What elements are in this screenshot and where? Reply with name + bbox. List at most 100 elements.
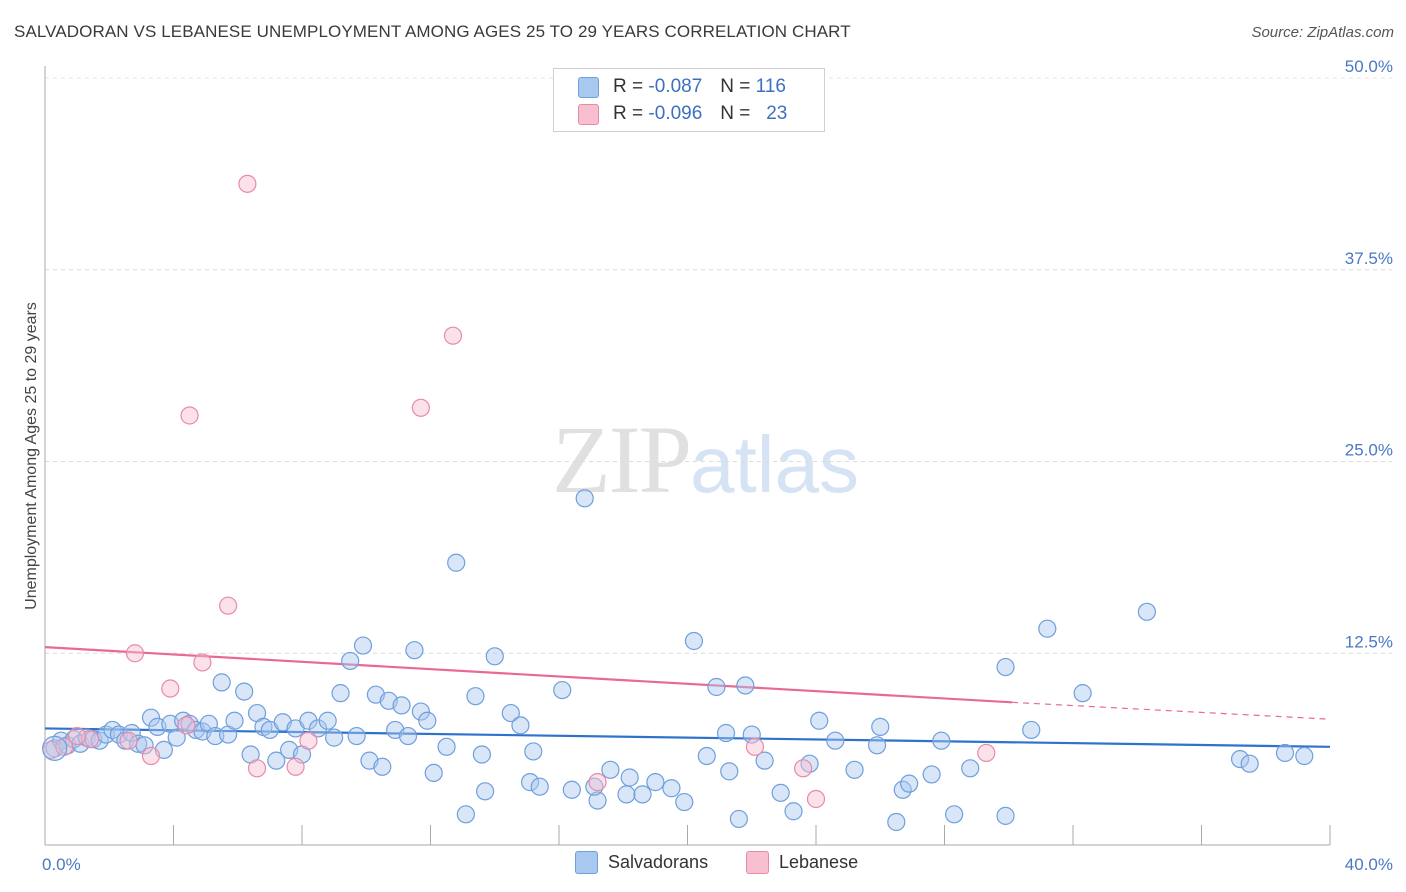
data-point-salvadorans (755, 751, 774, 770)
data-point-salvadorans (771, 783, 790, 802)
data-point-salvadorans (620, 768, 639, 787)
data-point-salvadorans (1275, 743, 1295, 763)
legend-swatch-lebanese (578, 103, 599, 125)
data-point-salvadorans (325, 728, 344, 747)
data-point-salvadorans (501, 703, 520, 723)
legend-swatch-salvadorans (578, 76, 599, 98)
data-point-salvadorans (617, 785, 636, 804)
data-point-salvadorans (1295, 746, 1314, 766)
data-point-salvadorans (961, 759, 980, 778)
legend-row-lebanese: R = -0.096 N = 23 (578, 101, 787, 127)
data-point-salvadorans (424, 763, 443, 783)
legend-r-value: -0.087 (648, 76, 703, 97)
data-point-salvadorans (472, 745, 491, 764)
data-point-salvadorans (553, 680, 572, 700)
data-point-salvadorans (524, 742, 543, 761)
data-point-lebanese (68, 726, 87, 746)
data-point-salvadorans (800, 754, 819, 773)
data-point-salvadorans (662, 779, 681, 798)
data-point-salvadorans (1038, 619, 1057, 638)
data-point-salvadorans (212, 673, 231, 692)
data-point-salvadorans (418, 711, 437, 730)
data-point-salvadorans (575, 489, 594, 508)
data-point-salvadorans (485, 647, 504, 666)
data-point-lebanese (806, 789, 826, 809)
series-swatch-lebanese (746, 851, 769, 874)
data-point-salvadorans (353, 636, 373, 655)
data-point-lebanese (794, 759, 813, 778)
data-point-salvadorans (810, 711, 829, 730)
data-point-lebanese (119, 731, 138, 750)
data-point-salvadorans (932, 731, 951, 750)
legend-r-label: R = (613, 76, 644, 97)
data-point-salvadorans (867, 736, 887, 755)
data-point-salvadorans (720, 762, 739, 781)
series-legend-salvadorans[interactable]: Salvadorans (575, 851, 708, 874)
data-point-salvadorans (945, 805, 964, 824)
data-point-lebanese (588, 773, 607, 792)
y-axis-label: Unemployment Among Ages 25 to 29 years (23, 302, 40, 610)
y-tick-label: 50.0% (1345, 57, 1393, 76)
legend-n-value: 116 (755, 76, 786, 97)
data-point-lebanese (299, 731, 318, 750)
data-point-salvadorans (308, 719, 328, 738)
correlation-legend: R = -0.087 N = 116 R = -0.096 N = 23 (553, 68, 825, 132)
data-point-salvadorans (716, 723, 736, 743)
data-point-salvadorans (845, 760, 864, 779)
data-point-lebanese (443, 326, 463, 345)
data-point-salvadorans (530, 777, 549, 796)
grid-lines (45, 77, 1392, 654)
data-points (42, 174, 1314, 832)
data-point-salvadorans (392, 696, 411, 715)
data-point-salvadorans (684, 631, 704, 651)
data-point-salvadorans (437, 737, 456, 756)
data-point-salvadorans (707, 677, 726, 697)
x-tick-label: 40.0% (1345, 855, 1393, 874)
series-legend-lebanese[interactable]: Lebanese (746, 851, 858, 874)
data-point-salvadorans (1230, 749, 1250, 769)
data-point-lebanese (219, 596, 238, 615)
trend-line-lebanese (44, 646, 1013, 704)
trend-line-salvadorans (44, 727, 1331, 748)
legend-n-label: N = (720, 103, 751, 124)
data-point-salvadorans (411, 702, 430, 721)
data-point-lebanese (286, 757, 305, 776)
data-point-salvadorans (1240, 754, 1259, 773)
data-point-lebanese (247, 759, 267, 778)
data-point-salvadorans (887, 812, 906, 832)
data-point-salvadorans (476, 782, 495, 801)
series-legend: Salvadorans Lebanese (0, 851, 1406, 877)
watermark-atlas: atlas (690, 420, 859, 509)
data-point-salvadorans (922, 765, 941, 784)
data-point-salvadorans (235, 682, 254, 701)
data-point-salvadorans (42, 735, 68, 761)
x-tick-label: 0.0% (42, 855, 81, 874)
data-point-salvadorans (466, 687, 485, 706)
trend-lines (44, 646, 1331, 748)
data-point-salvadorans (341, 651, 360, 671)
trend-line-lebanese-extension (1011, 701, 1331, 720)
data-point-salvadorans (167, 728, 186, 747)
series-label-salvadorans: Salvadorans (608, 852, 709, 872)
watermark: ZIPatlas (552, 404, 859, 515)
axes (44, 66, 1331, 846)
data-point-salvadorans (1137, 602, 1156, 621)
data-point-salvadorans (675, 792, 694, 812)
tick-labels: 12.5% 25.0% 37.5% 50.0% 0.0% 40.0% (42, 57, 1393, 874)
data-point-salvadorans (729, 809, 749, 829)
data-point-salvadorans (405, 641, 424, 660)
y-tick-label: 37.5% (1345, 249, 1393, 268)
data-point-lebanese (177, 716, 196, 735)
data-point-salvadorans (347, 726, 366, 746)
data-point-salvadorans (900, 774, 919, 793)
series-swatch-salvadorans (575, 851, 598, 874)
data-point-salvadorans (562, 780, 581, 799)
data-point-salvadorans (318, 711, 337, 730)
data-point-salvadorans (511, 716, 530, 735)
data-point-lebanese (238, 174, 257, 193)
data-point-salvadorans (456, 805, 475, 824)
data-point-lebanese (161, 679, 180, 698)
data-point-lebanese (745, 737, 765, 756)
data-point-salvadorans (267, 751, 286, 770)
